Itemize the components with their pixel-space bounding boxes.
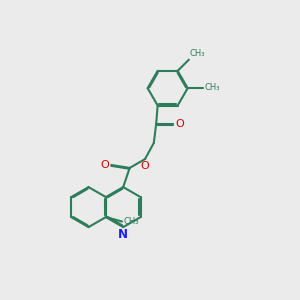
Text: O: O <box>100 160 109 170</box>
Text: CH₃: CH₃ <box>124 217 139 226</box>
Text: O: O <box>140 161 149 172</box>
Text: CH₃: CH₃ <box>205 83 220 92</box>
Text: CH₃: CH₃ <box>190 49 205 58</box>
Text: N: N <box>118 228 128 241</box>
Text: O: O <box>175 119 184 129</box>
